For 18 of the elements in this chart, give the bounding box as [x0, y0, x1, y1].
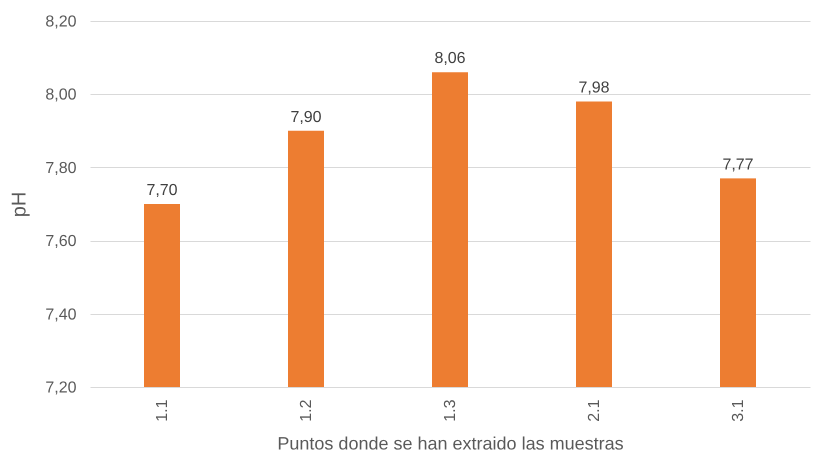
- y-tick-label: 7,40: [45, 306, 77, 324]
- y-tick-label: 7,60: [45, 233, 77, 250]
- data-label: 7,90: [290, 108, 322, 126]
- x-tick-label: 2.1: [586, 399, 603, 422]
- x-tick-label: 1.2: [298, 399, 315, 422]
- data-label: 8,06: [434, 50, 466, 68]
- x-tick-label: 1.3: [442, 399, 459, 422]
- y-axis-title: pH: [8, 192, 30, 218]
- data-label: 7,70: [146, 182, 178, 199]
- x-tick-label: 3.1: [730, 399, 747, 422]
- x-axis-title: Puntos donde se han extraido las muestras: [277, 434, 624, 454]
- y-tick-label: 7,20: [45, 380, 77, 396]
- data-label: 7,98: [578, 80, 610, 97]
- data-label: 7,77: [722, 156, 754, 174]
- x-tick-label: 1.1: [154, 399, 171, 422]
- y-tick-label: 8,00: [45, 86, 77, 104]
- y-tick-label: 8,20: [45, 14, 77, 30]
- y-tick-label: 7,80: [45, 160, 77, 177]
